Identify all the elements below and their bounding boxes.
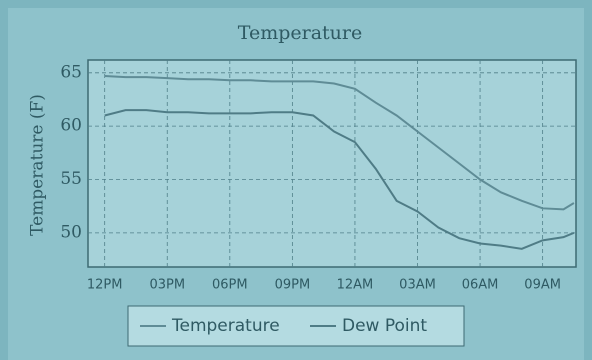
- page: Temperature Temperature (F) 50 55 60 65 12PM…: [0, 0, 592, 360]
- x-tick-label: 12PM: [87, 278, 123, 293]
- x-tick-label: 03PM: [149, 278, 185, 293]
- y-axis-label: Temperature (F): [28, 94, 48, 236]
- x-tick-label: 09AM: [524, 278, 561, 293]
- chart: Temperature Temperature (F) 50 55 60 65 12PM…: [0, 0, 592, 360]
- y-tick-label: 55: [60, 169, 82, 189]
- y-tick-label: 50: [60, 222, 82, 242]
- x-tick-label: 06PM: [212, 278, 248, 293]
- plot-area: [88, 60, 576, 267]
- y-tick-label: 65: [60, 62, 82, 82]
- y-tick-label: 60: [60, 116, 82, 136]
- x-tick-label: 09PM: [275, 278, 311, 293]
- x-tick-label: 06AM: [462, 278, 499, 293]
- x-tick-label: 03AM: [399, 278, 436, 293]
- x-tick-label: 12AM: [337, 278, 374, 293]
- legend-label: Temperature: [171, 316, 280, 336]
- chart-title: Temperature: [238, 22, 362, 44]
- legend-label: Dew Point: [342, 316, 427, 336]
